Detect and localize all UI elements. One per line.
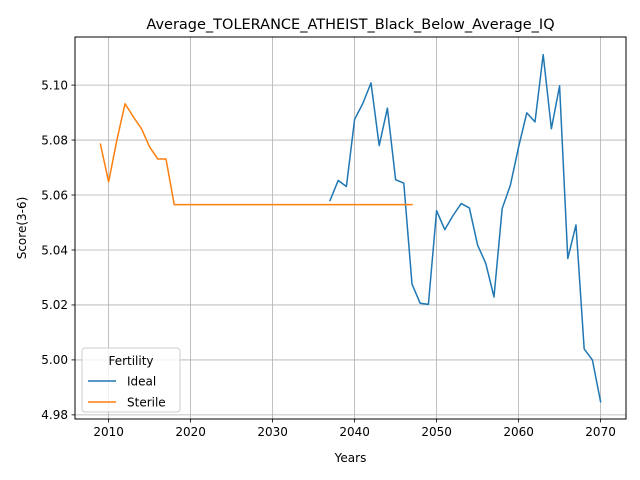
x-tick-label: 2060 [503,425,534,439]
chart-title: Average_TOLERANCE_ATHEIST_Black_Below_Av… [146,17,554,33]
legend-label-ideal: Ideal [127,374,156,388]
y-tick-label: 5.00 [41,353,68,367]
y-tick-label: 5.02 [41,298,68,312]
x-tick-label: 2020 [175,425,206,439]
legend-title: Fertility [108,354,153,368]
y-tick-label: 5.10 [41,78,68,92]
legend: Fertility Ideal Sterile [82,348,180,412]
y-tick-label: 4.98 [41,408,68,422]
x-tick-label: 2030 [257,425,288,439]
y-tick-label: 5.08 [41,133,68,147]
y-tick-label: 5.06 [41,188,68,202]
y-axis-title: Score(3-6) [15,197,29,260]
y-tick-label: 5.04 [41,243,68,257]
legend-label-sterile: Sterile [127,395,166,409]
x-axis-title: Years [334,451,367,465]
x-tick-label: 2050 [421,425,452,439]
x-tick-label: 2010 [93,425,124,439]
x-tick-label: 2070 [585,425,616,439]
x-tick-label: 2040 [339,425,370,439]
